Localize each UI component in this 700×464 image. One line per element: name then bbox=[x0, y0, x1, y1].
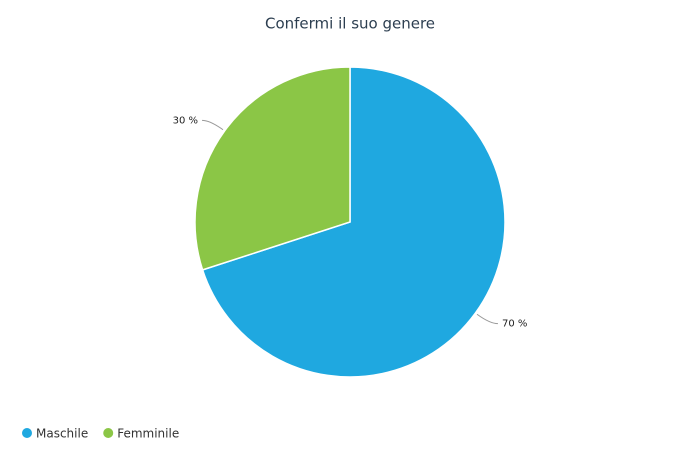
legend-marker bbox=[103, 428, 114, 438]
label-connector bbox=[476, 313, 498, 325]
pie-slice bbox=[201, 66, 506, 378]
pie-slice bbox=[194, 66, 351, 271]
data-label: 30 % bbox=[173, 115, 198, 126]
legend-marker bbox=[22, 428, 32, 438]
chart-title: Confermi il suo genere bbox=[265, 15, 435, 33]
data-label: 70 % bbox=[502, 319, 527, 330]
legend-label: Maschile bbox=[36, 427, 88, 441]
label-connector bbox=[202, 119, 224, 131]
legend-label: Femminile bbox=[117, 427, 179, 441]
